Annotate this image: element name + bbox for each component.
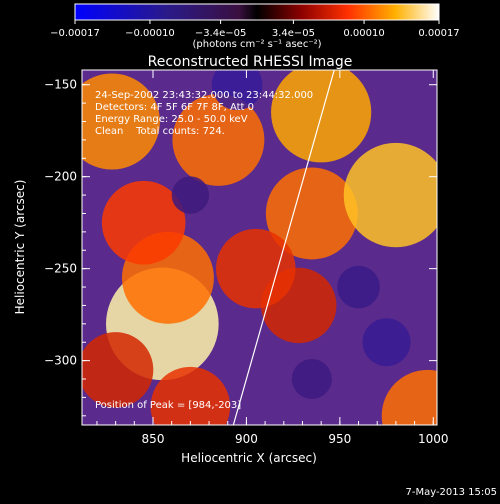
footer-date: 7-May-2013 15:05 [405,487,497,498]
heatmap-blob [172,93,265,186]
heatmap-blob [171,176,210,214]
annotation-detectors: Detectors: 4F 5F 6F 7F 8F, Att 0 [95,102,254,113]
colorbar-tick-label: −0.00017 [50,28,100,39]
peak-position-label: Position of Peak = [984,-203] [95,400,241,411]
y-tick-label: −300 [44,354,77,368]
x-tick-label: 850 [142,432,165,446]
heatmap-blob [291,358,332,400]
heatmap-blob [265,167,358,260]
x-tick-label: 1000 [418,432,449,446]
heatmap-blob [150,366,231,425]
colorbar-tick-label: −0.00010 [125,28,175,39]
heatmap-blob [101,180,186,265]
annotation-counts: Clean Total counts: 724. [95,126,225,137]
colorbar-tick-label: 0.00010 [343,28,384,39]
annotation-energy: Energy Range: 25.0 - 50.0 keV [95,114,248,125]
y-tick-label: −250 [44,262,77,276]
heatmap-blob [337,265,380,309]
plot-frame [81,69,438,426]
y-tick-label: −200 [44,170,77,184]
x-axis-label: Heliocentric X (arcsec) [181,451,317,465]
heatmap-blob [216,228,296,309]
heatmap-blob [362,318,411,367]
heatmap-blob [211,70,263,111]
colorbar-tick-label: 0.00017 [418,28,459,39]
limb-line [232,70,335,425]
colorbar-ticks: −0.00017 −0.00010 −3.4e−05 3.4e−05 0.00010 0.… [50,20,460,39]
x-axis-ticks: 850 900 950 1000 [96,70,449,446]
heatmap-blob [271,70,372,163]
chart-title: Reconstructed RHESSI Image [148,54,353,70]
x-tick-label: 950 [328,432,351,446]
x-tick-label: 900 [235,432,258,446]
y-axis-label: Heliocentric Y (arcsec) [13,180,27,315]
colorbar [74,3,440,21]
colorbar-tick-label: −3.4e−05 [195,28,247,39]
annotation-time: 24-Sep-2002 23:43:32.000 to 23:44:32.000 [95,90,313,101]
y-axis-ticks: −300 −250 −200 −150 [44,78,437,417]
heatmap-blob [343,142,437,248]
y-tick-label: −150 [44,78,77,92]
heatmap-blob [82,73,160,170]
heatmap-blob [82,332,154,408]
colorbar-tick-label: 3.4e−05 [272,28,315,39]
colorbar-unit-label: (photons cm⁻² s⁻¹ asec⁻²) [192,39,321,50]
heatmap-blob [381,369,437,425]
